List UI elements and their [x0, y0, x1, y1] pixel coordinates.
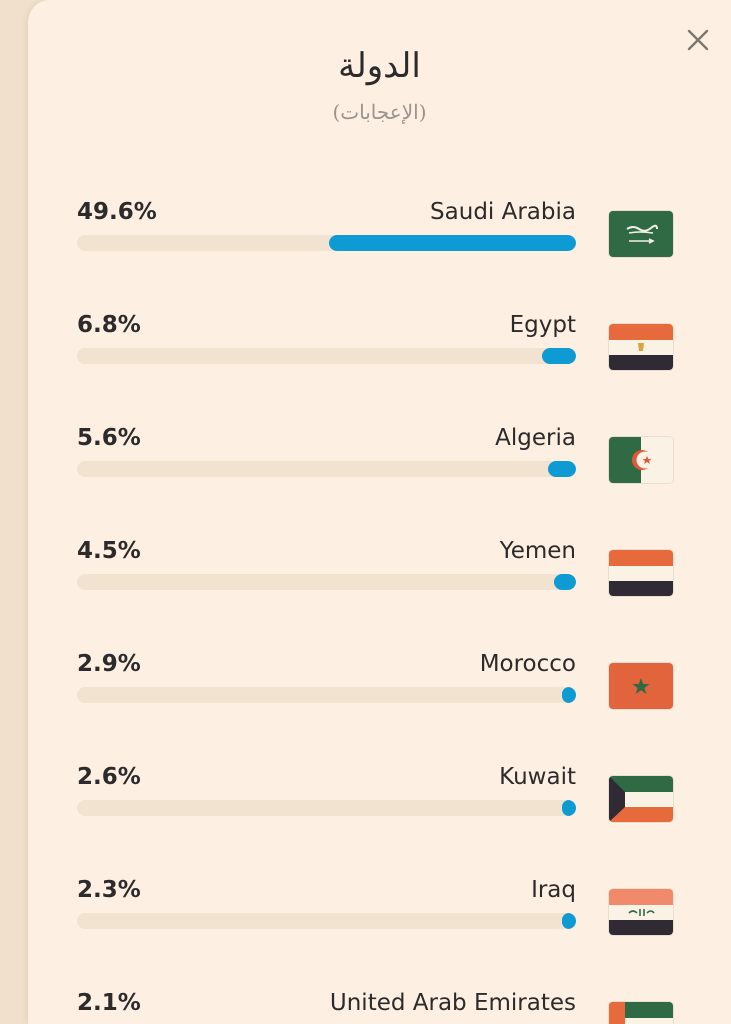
- close-button[interactable]: [682, 24, 714, 56]
- percent-bar-fill: [562, 800, 576, 816]
- panel-title: الدولة: [338, 46, 421, 86]
- panel-subtitle: (الإعجابات): [332, 100, 427, 124]
- country-name: Saudi Arabia: [430, 199, 576, 225]
- country-name: Morocco: [479, 651, 576, 677]
- yemen-flag-icon: [609, 550, 673, 596]
- country-row: 2.3% Iraq: [28, 876, 731, 956]
- country-name: Algeria: [495, 425, 576, 451]
- percent-label: 6.8%: [77, 312, 141, 338]
- country-name: Kuwait: [499, 764, 576, 790]
- percent-bar-fill: [562, 913, 576, 929]
- country-row: 2.9% Morocco: [28, 650, 731, 730]
- percent-label: 2.1%: [77, 990, 141, 1016]
- country-row: 49.6% Saudi Arabia: [28, 198, 731, 278]
- uae-flag-icon: [609, 1002, 673, 1024]
- morocco-flag-icon: [609, 663, 673, 709]
- percent-bar-fill: [561, 687, 576, 703]
- percent-label: 2.6%: [77, 764, 141, 790]
- iraq-flag-icon: [609, 889, 673, 935]
- kuwait-flag-icon: [609, 776, 673, 822]
- country-row: 5.6% Algeria: [28, 424, 731, 504]
- percent-bar-fill: [328, 235, 576, 251]
- percent-bar-track: [77, 800, 576, 816]
- percent-label: 49.6%: [77, 199, 157, 225]
- percent-label: 2.9%: [77, 651, 141, 677]
- percent-bar-fill: [548, 461, 576, 477]
- country-row: 2.1% United Arab Emirates: [28, 989, 731, 1024]
- percent-bar-fill: [542, 348, 576, 364]
- percent-bar-track: [77, 348, 576, 364]
- country-name: Iraq: [531, 877, 576, 903]
- country-name: Egypt: [509, 312, 576, 338]
- percent-bar-track: [77, 235, 576, 251]
- percent-bar-track: [77, 574, 576, 590]
- percent-bar-fill: [553, 574, 576, 590]
- algeria-flag-icon: [609, 437, 673, 483]
- country-likes-panel: الدولة (الإعجابات) 49.6% Saudi Arabia 6.8%…: [28, 0, 731, 1024]
- percent-label: 2.3%: [77, 877, 141, 903]
- close-icon: [687, 29, 709, 51]
- country-row: 6.8% Egypt: [28, 311, 731, 391]
- percent-bar-track: [77, 913, 576, 929]
- country-row: 4.5% Yemen: [28, 537, 731, 617]
- country-name: United Arab Emirates: [329, 990, 576, 1016]
- percent-label: 5.6%: [77, 425, 141, 451]
- percent-bar-track: [77, 461, 576, 477]
- egypt-flag-icon: [609, 324, 673, 370]
- country-row: 2.6% Kuwait: [28, 763, 731, 843]
- percent-label: 4.5%: [77, 538, 141, 564]
- saudi-arabia-flag-icon: [609, 211, 673, 257]
- country-name: Yemen: [499, 538, 576, 564]
- percent-bar-track: [77, 687, 576, 703]
